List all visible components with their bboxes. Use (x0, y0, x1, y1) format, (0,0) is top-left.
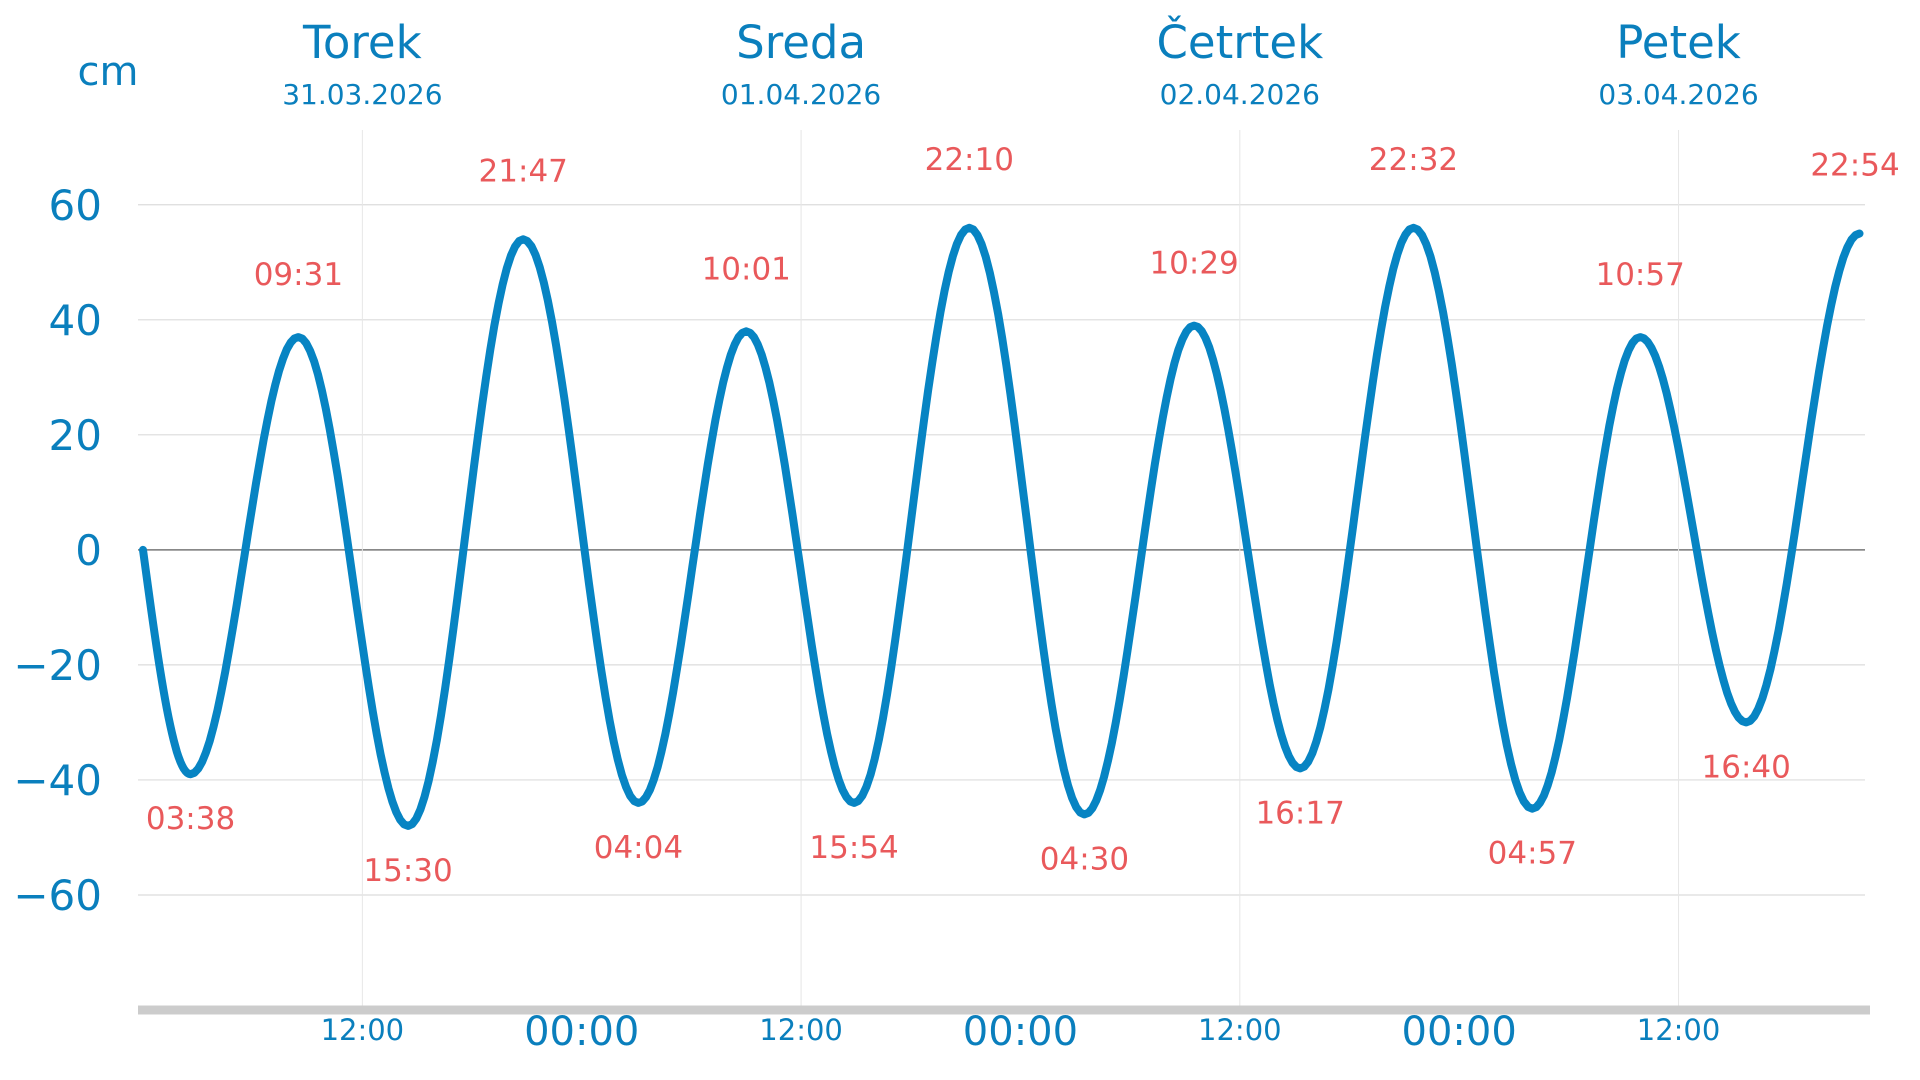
y-tick-label: −20 (13, 641, 102, 690)
series (139, 223, 1864, 830)
high-tide-time-label: 10:29 (1149, 246, 1238, 282)
low-tide-time-label: 16:40 (1702, 749, 1791, 785)
low-tide-time-label: 15:54 (809, 830, 898, 866)
axes: 60 40 20 0 −20 −40 −60 12:00 00:00 12:00 00:00 12:0… (13, 16, 1870, 1055)
y-axis-unit-label: cm (78, 49, 139, 95)
y-tick-label: −40 (13, 756, 102, 805)
high-tide-time-label: 22:54 (1810, 148, 1899, 184)
x-tick-label: 12:00 (759, 1013, 843, 1047)
high-tide-time-label: 10:57 (1595, 257, 1684, 293)
day-date-header: 02.04.2026 (1160, 78, 1320, 111)
x-tick-label: 12:00 (1637, 1013, 1721, 1047)
high-tide-time-label: 10:01 (702, 251, 791, 287)
low-tide-time-label: 15:30 (363, 853, 452, 889)
low-tide-time-label: 16:17 (1255, 795, 1344, 831)
y-tick-label: 0 (75, 526, 102, 575)
high-tide-time-label: 09:31 (254, 257, 343, 293)
high-tide-time-label: 21:47 (479, 153, 568, 189)
x-tick-label: 00:00 (524, 1009, 639, 1055)
low-tide-time-label: 04:30 (1040, 841, 1129, 877)
x-tick-label: 00:00 (963, 1009, 1078, 1055)
day-date-header: 03.04.2026 (1598, 78, 1758, 111)
x-tick-label: 12:00 (1198, 1013, 1282, 1047)
low-tide-time-label: 04:57 (1488, 836, 1577, 872)
tide-line (139, 223, 1864, 830)
high-tide-time-label: 22:32 (1369, 142, 1458, 178)
day-name-header: Torek (302, 16, 422, 69)
y-tick-label: 60 (49, 181, 102, 230)
day-date-header: 01.04.2026 (721, 78, 881, 111)
day-name-header: Petek (1616, 16, 1741, 69)
day-date-header: 31.03.2026 (282, 78, 442, 111)
y-tick-label: 20 (49, 411, 102, 460)
labels: 03:38 09:31 15:30 21:47 04:04 10:01 15:54 22:10… (146, 142, 1900, 889)
low-tide-time-label: 03:38 (146, 801, 235, 837)
x-tick-label: 00:00 (1402, 1009, 1517, 1055)
y-tick-label: 40 (49, 296, 102, 345)
high-tide-time-label: 22:10 (925, 142, 1014, 178)
day-name-header: Četrtek (1156, 16, 1323, 69)
day-name-header: Sreda (736, 16, 866, 69)
low-tide-time-label: 04:04 (594, 830, 683, 866)
x-tick-label: 12:00 (321, 1013, 405, 1047)
y-tick-label: −60 (13, 871, 102, 920)
